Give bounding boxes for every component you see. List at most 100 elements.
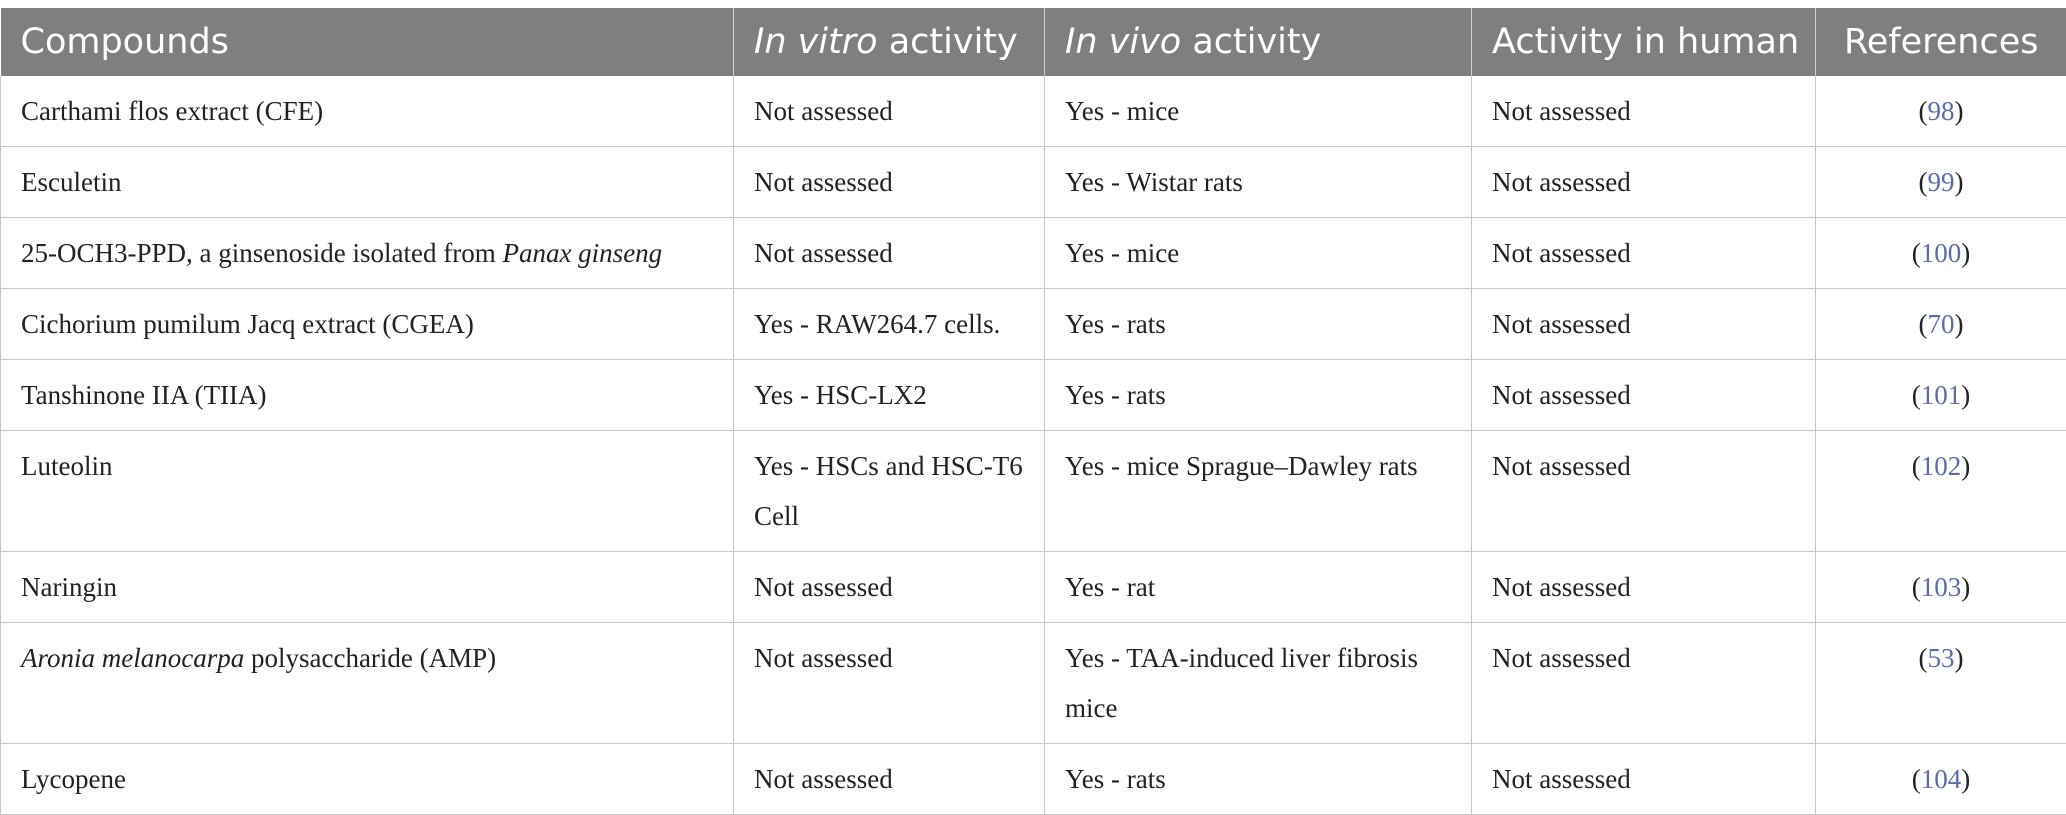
ref-close-paren: ) [1961,380,1970,410]
ref-open-paren: ( [1912,380,1921,410]
header-references: References [1816,8,2066,76]
header-compounds-label: Compounds [21,22,229,62]
header-in-vivo: In vivo activity [1045,8,1472,76]
cell-in-vivo: Yes - rats [1045,744,1472,815]
compound-name-pre: Tanshinone IIA (TIIA) [21,380,267,410]
compound-name-pre: Carthami flos extract (CFE) [21,96,323,126]
cell-in-vivo: Yes - rat [1045,552,1472,623]
ref-open-paren: ( [1919,643,1928,673]
reference-link[interactable]: 104 [1921,764,1962,794]
compound-name-pre: Naringin [21,572,117,602]
header-compounds: Compounds [1,8,734,76]
header-in-vitro-italic: In vitro [754,22,878,62]
ref-open-paren: ( [1919,309,1928,339]
cell-compound: Cichorium pumilum Jacq extract (CGEA) [1,289,734,360]
header-in-vitro: In vitro activity [734,8,1045,76]
reference-link[interactable]: 53 [1928,643,1955,673]
cell-compound: Aronia melanocarpa polysaccharide (AMP) [1,623,734,744]
cell-in-vivo: Yes - Wistar rats [1045,147,1472,218]
cell-reference: (70) [1816,289,2066,360]
cell-human: Not assessed [1472,360,1816,431]
ref-open-paren: ( [1912,764,1921,794]
ref-open-paren: ( [1919,96,1928,126]
reference-link[interactable]: 100 [1921,238,1962,268]
cell-compound: Tanshinone IIA (TIIA) [1,360,734,431]
header-in-vivo-rest: activity [1181,22,1321,62]
cell-human: Not assessed [1472,289,1816,360]
reference-link[interactable]: 99 [1928,167,1955,197]
cell-in-vivo: Yes - mice [1045,218,1472,289]
compound-name-pre: Esculetin [21,167,121,197]
cell-compound: Luteolin [1,431,734,552]
reference-link[interactable]: 101 [1921,380,1962,410]
cell-in-vivo: Yes - mice Sprague–Dawley rats [1045,431,1472,552]
compound-name-italic: Panax ginseng [502,238,662,268]
cell-reference: (99) [1816,147,2066,218]
table-row: Aronia melanocarpa polysaccharide (AMP)N… [1,623,2066,744]
cell-in-vitro: Not assessed [734,623,1045,744]
cell-reference: (98) [1816,76,2066,147]
cell-in-vitro: Not assessed [734,147,1045,218]
cell-compound: Lycopene [1,744,734,815]
cell-in-vivo: Yes - rats [1045,360,1472,431]
cell-in-vitro: Yes - RAW264.7 cells. [734,289,1045,360]
cell-in-vitro: Not assessed [734,218,1045,289]
compounds-table-container: Compounds In vitro activity In vivo acti… [0,8,2066,815]
cell-compound: Esculetin [1,147,734,218]
ref-close-paren: ) [1955,643,1964,673]
ref-close-paren: ) [1961,238,1970,268]
cell-in-vivo: Yes - TAA-induced liver fibrosis mice [1045,623,1472,744]
ref-open-paren: ( [1912,572,1921,602]
cell-in-vivo: Yes - mice [1045,76,1472,147]
compound-name-pre: 25-OCH3-PPD, a ginsenoside isolated from [21,238,502,268]
cell-compound: Carthami flos extract (CFE) [1,76,734,147]
cell-human: Not assessed [1472,76,1816,147]
cell-reference: (103) [1816,552,2066,623]
header-row: Compounds In vitro activity In vivo acti… [1,8,2066,76]
cell-human: Not assessed [1472,623,1816,744]
cell-compound: 25-OCH3-PPD, a ginsenoside isolated from… [1,218,734,289]
cell-in-vitro: Not assessed [734,552,1045,623]
reference-link[interactable]: 103 [1921,572,1962,602]
compound-name-post: polysaccharide (AMP) [244,643,496,673]
cell-human: Not assessed [1472,147,1816,218]
cell-reference: (100) [1816,218,2066,289]
cell-human: Not assessed [1472,431,1816,552]
table-header: Compounds In vitro activity In vivo acti… [1,8,2066,76]
compounds-table: Compounds In vitro activity In vivo acti… [0,8,2066,815]
ref-open-paren: ( [1919,167,1928,197]
ref-close-paren: ) [1961,572,1970,602]
compound-name-italic: Aronia melanocarpa [21,643,244,673]
cell-in-vivo: Yes - rats [1045,289,1472,360]
cell-compound: Naringin [1,552,734,623]
cell-reference: (101) [1816,360,2066,431]
header-human-label: Activity in human [1492,22,1799,62]
table-row: 25-OCH3-PPD, a ginsenoside isolated from… [1,218,2066,289]
cell-in-vitro: Yes - HSCs and HSC-T6 Cell [734,431,1045,552]
ref-close-paren: ) [1955,96,1964,126]
ref-open-paren: ( [1912,238,1921,268]
reference-link[interactable]: 102 [1921,451,1962,481]
cell-human: Not assessed [1472,552,1816,623]
reference-link[interactable]: 98 [1928,96,1955,126]
cell-reference: (102) [1816,431,2066,552]
compound-name-pre: Luteolin [21,451,112,481]
header-references-label: References [1844,22,2038,62]
reference-link[interactable]: 70 [1928,309,1955,339]
ref-open-paren: ( [1912,451,1921,481]
ref-close-paren: ) [1961,764,1970,794]
cell-human: Not assessed [1472,218,1816,289]
ref-close-paren: ) [1955,309,1964,339]
cell-in-vitro: Not assessed [734,76,1045,147]
cell-reference: (104) [1816,744,2066,815]
cell-human: Not assessed [1472,744,1816,815]
cell-reference: (53) [1816,623,2066,744]
cell-in-vitro: Yes - HSC-LX2 [734,360,1045,431]
table-row: Cichorium pumilum Jacq extract (CGEA)Yes… [1,289,2066,360]
